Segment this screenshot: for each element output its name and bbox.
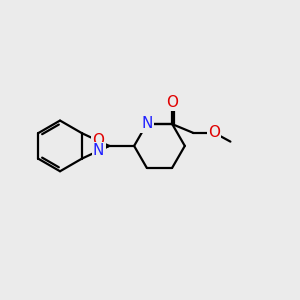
Text: O: O	[208, 125, 220, 140]
Text: N: N	[93, 143, 104, 158]
Text: O: O	[166, 95, 178, 110]
Text: O: O	[92, 134, 104, 148]
Text: N: N	[141, 116, 152, 131]
